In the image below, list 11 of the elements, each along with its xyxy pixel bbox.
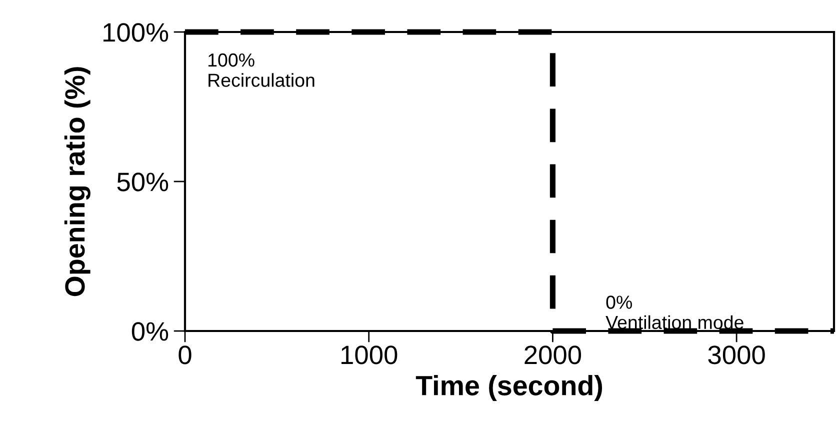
annotation: 100% Recirculation <box>208 53 314 87</box>
y-axis-title: Opening ratio (%) <box>64 67 90 296</box>
y-tick-label: 0% <box>132 322 168 341</box>
y-tick-label: 100% <box>104 23 168 42</box>
x-tick-label: 1000 <box>342 346 398 364</box>
x-tick-label: 0 <box>178 346 192 364</box>
y-tick-label: 50% <box>117 172 168 192</box>
x-tick-label: 3000 <box>708 346 765 364</box>
x-tick-label: 2000 <box>524 346 582 364</box>
annotation: 0% Ventilation mode <box>606 296 744 330</box>
x-axis-title: Time (second) <box>416 375 602 401</box>
